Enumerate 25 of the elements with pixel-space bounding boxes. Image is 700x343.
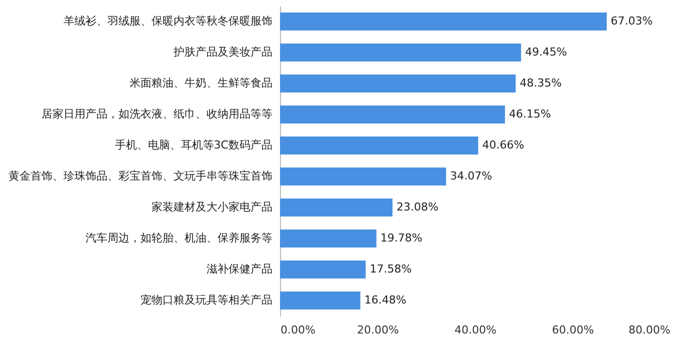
y-tick-label: 宠物口粮及玩具等相关产品 [140, 294, 272, 306]
y-tick-label: 米面粮油、牛奶、生鲜等食品 [130, 76, 272, 90]
data-label: 34.07% [450, 170, 492, 182]
data-label: 23.08% [396, 200, 438, 214]
data-label: 67.03% [610, 14, 653, 28]
data-label: 16.48% [364, 294, 406, 306]
y-tick-label: 汽车周边，如轮胎、机油、保养服务等 [86, 232, 272, 244]
data-label: 49.45% [525, 46, 568, 58]
y-tick-label: 黄金首饰、珍珠饰品、彩宝首饰、文玩手串等珠宝首饰 [8, 170, 272, 182]
x-tick-label: 0.00% [280, 324, 316, 336]
y-tick-label: 居家日用产品，如洗衣液、纸巾、收纳用品等等 [42, 108, 272, 120]
data-label: 19.78% [380, 232, 422, 244]
x-tick-label: 40.00% [454, 324, 496, 336]
y-tick-label: 手机、电脑、耳机等3C数码产品 [114, 138, 272, 152]
y-tick-label: 家装建材及大小家电产品 [152, 200, 272, 214]
y-tick-label: 滋补保健产品 [206, 262, 272, 276]
data-label: 48.35% [520, 76, 562, 90]
x-tick-label: 80.00% [628, 324, 670, 336]
y-tick-label: 羊绒衫、羽绒服、保暖内衣等秋冬保暖服饰 [64, 14, 272, 28]
x-tick-label: 20.00% [357, 324, 399, 336]
data-label: 40.66% [482, 138, 524, 152]
data-label: 46.15% [508, 108, 551, 120]
x-tick-label: 60.00% [552, 324, 594, 336]
data-label: 17.58% [370, 262, 412, 276]
y-tick-label: 护肤产品及美妆产品 [172, 46, 272, 58]
